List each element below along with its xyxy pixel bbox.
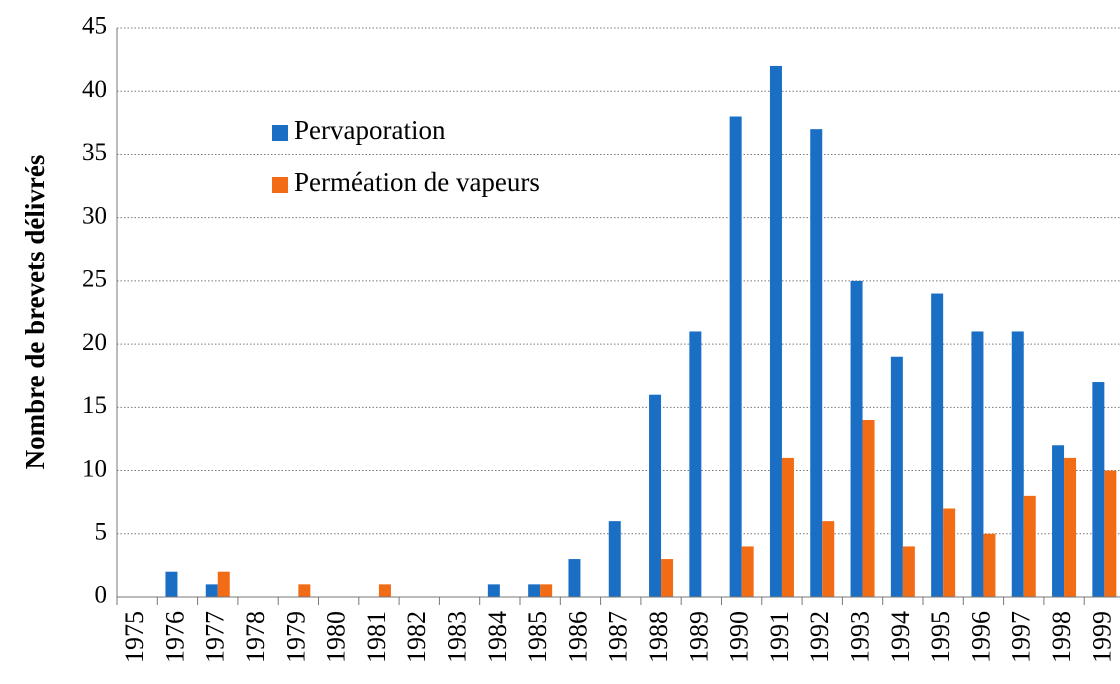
bar [165, 571, 178, 597]
x-tick-label: 1988 [644, 611, 673, 663]
legend-swatch [272, 125, 288, 141]
bar [729, 116, 742, 597]
x-tick-label: 1986 [563, 611, 592, 663]
legend-label: Pervaporation [294, 115, 446, 145]
bar [1064, 457, 1077, 597]
x-tick-label: 1994 [886, 611, 915, 663]
bar [378, 584, 391, 597]
x-tick-label: 1984 [483, 611, 512, 663]
bar [971, 331, 984, 597]
bar [822, 521, 835, 597]
bar [568, 559, 581, 597]
x-tick-label: 1990 [725, 611, 754, 663]
x-tick-label: 1977 [201, 611, 230, 663]
bar [217, 571, 230, 597]
bar [902, 546, 915, 597]
y-tick-label: 40 [82, 76, 107, 103]
y-tick-label: 15 [82, 392, 107, 419]
x-tick-label: 1975 [120, 611, 149, 663]
y-tick-label: 25 [82, 266, 107, 293]
x-tick-label: 1980 [322, 611, 351, 663]
bar [661, 559, 674, 597]
bar [931, 293, 944, 597]
y-tick-label: 20 [82, 329, 107, 356]
x-tick-label: 1982 [402, 611, 431, 663]
bar [528, 584, 541, 597]
y-tick-label: 10 [82, 455, 107, 482]
bar [689, 331, 702, 597]
x-tick-label: 1985 [523, 611, 552, 663]
y-axis-label: Nombre de brevets délivrés [20, 155, 50, 470]
bar [983, 533, 996, 597]
bar [781, 457, 794, 597]
bar [769, 65, 782, 597]
bar [649, 394, 662, 597]
legend-swatch [272, 177, 288, 193]
x-tick-label: 1991 [765, 611, 794, 663]
bar [205, 584, 218, 597]
x-tick-label: 1992 [805, 611, 834, 663]
bar [1011, 331, 1024, 597]
bar [1104, 470, 1117, 597]
x-tick-label: 1989 [684, 611, 713, 663]
x-tick-label: 1999 [1087, 611, 1116, 663]
x-tick-label: 1978 [241, 611, 270, 663]
x-tick-label: 1998 [1047, 611, 1076, 663]
bar [850, 280, 863, 597]
y-tick-label: 30 [82, 202, 107, 229]
x-tick-label: 1981 [362, 611, 391, 663]
y-tick-label: 35 [82, 139, 107, 166]
bar [608, 521, 621, 597]
x-tick-label: 1996 [966, 611, 995, 663]
x-tick-label: 1993 [846, 611, 875, 663]
x-tick-label: 1979 [281, 611, 310, 663]
x-tick-label: 1976 [160, 611, 189, 663]
bar [1052, 445, 1065, 597]
x-tick-label: 1997 [1007, 611, 1036, 663]
bar [741, 546, 754, 597]
y-tick-label: 0 [95, 582, 108, 609]
x-tick-label: 1983 [443, 611, 472, 663]
bar [1023, 495, 1036, 597]
bar [810, 129, 823, 597]
x-tick-label: 1995 [926, 611, 955, 663]
bar [890, 356, 903, 597]
bar [487, 584, 500, 597]
bar [862, 419, 875, 597]
bar [298, 584, 311, 597]
bar [540, 584, 553, 597]
bar [1092, 382, 1105, 597]
bar [943, 508, 956, 597]
y-tick-label: 5 [95, 519, 108, 546]
x-tick-label: 1987 [604, 611, 633, 663]
legend-label: Perméation de vapeurs [294, 167, 540, 197]
y-tick-label: 45 [82, 13, 107, 40]
